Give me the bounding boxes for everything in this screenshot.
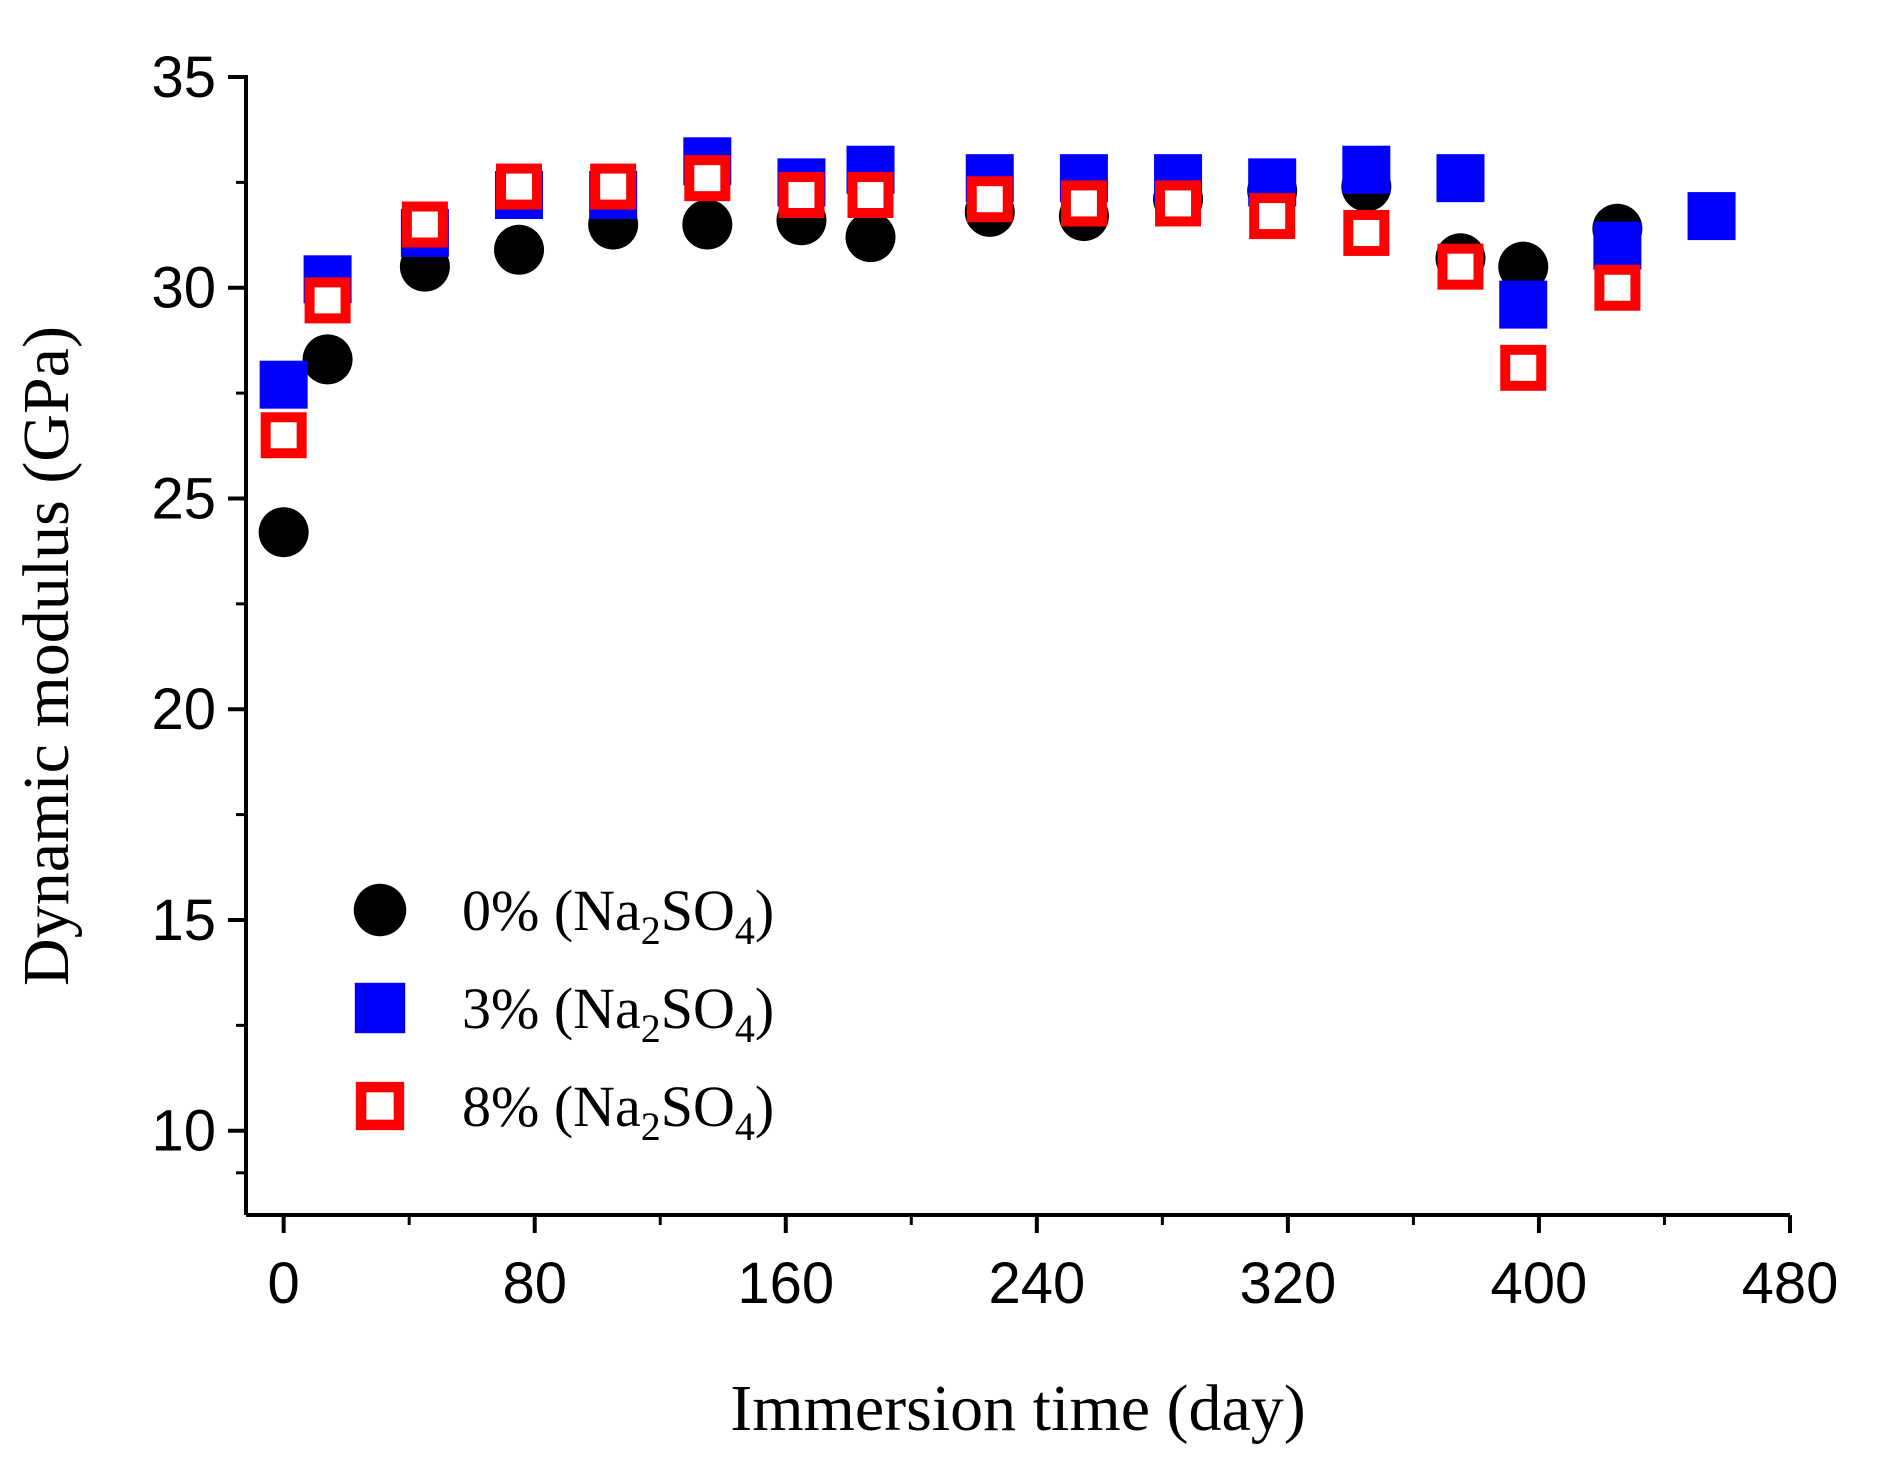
data-point xyxy=(1687,192,1736,241)
x-tick-label: 240 xyxy=(988,1251,1085,1316)
x-tick-label: 320 xyxy=(1239,1251,1336,1316)
legend-text-part: ) xyxy=(755,878,774,943)
legend-subscript: 4 xyxy=(735,1006,755,1051)
data-point xyxy=(847,172,894,219)
data-point xyxy=(1436,154,1485,203)
legend-text-part: SO xyxy=(661,1074,735,1139)
y-tick-label: 20 xyxy=(151,677,216,742)
legend-text-part: 8% (Na xyxy=(462,1074,641,1139)
legend-text-part: SO xyxy=(661,976,735,1041)
data-point xyxy=(1499,280,1548,329)
data-point xyxy=(1249,193,1296,240)
x-tick-label: 480 xyxy=(1742,1251,1839,1316)
data-point xyxy=(684,155,731,202)
data-point xyxy=(494,224,545,275)
x-tick-label: 80 xyxy=(502,1251,567,1316)
legend-label: 3% (Na2SO4) xyxy=(462,976,774,1051)
legend-subscript: 4 xyxy=(735,908,755,953)
y-axis-title: Dynamic modulus (GPa) xyxy=(10,326,83,986)
legend-subscript: 4 xyxy=(735,1104,755,1149)
y-tick-label: 25 xyxy=(151,466,216,531)
data-point xyxy=(682,199,733,250)
data-point xyxy=(496,163,543,210)
data-point xyxy=(1342,145,1391,194)
x-axis-ticks: 0 80 160 240 320 400 480 xyxy=(268,1215,1839,1316)
legend-text-part: 0% (Na xyxy=(462,878,641,943)
data-point xyxy=(258,507,309,558)
data-point xyxy=(260,412,307,459)
legend-subscript: 2 xyxy=(641,1006,661,1051)
x-tick-label: 0 xyxy=(268,1251,300,1316)
data-point xyxy=(1593,221,1642,270)
data-point xyxy=(302,334,353,385)
legend-subscript: 2 xyxy=(641,908,661,953)
data-point xyxy=(1155,180,1202,227)
legend-label: 8% (Na2SO4) xyxy=(462,1074,774,1149)
legend-text-part: ) xyxy=(755,1074,774,1139)
legend: 0% (Na2SO4)3% (Na2SO4)8% (Na2SO4) xyxy=(353,878,774,1149)
y-tick-label: 10 xyxy=(151,1099,216,1164)
legend-marker xyxy=(355,1081,405,1131)
legend-entry-1: 3% (Na2SO4) xyxy=(354,976,774,1051)
data-point xyxy=(966,176,1013,223)
y-tick-label: 30 xyxy=(151,256,216,321)
x-axis-title: Immersion time (day) xyxy=(730,1372,1306,1445)
data-point xyxy=(778,172,825,219)
data-point xyxy=(1498,241,1549,292)
data-point xyxy=(1594,264,1641,311)
x-tick-label: 160 xyxy=(737,1251,834,1316)
legend-text-part: 3% (Na xyxy=(462,976,641,1041)
legend-entry-2: 8% (Na2SO4) xyxy=(355,1074,774,1149)
y-tick-label: 15 xyxy=(151,888,216,953)
data-point xyxy=(1500,344,1547,391)
legend-subscript: 2 xyxy=(641,1104,661,1149)
data-series xyxy=(258,137,1736,558)
data-point xyxy=(304,277,351,324)
data-point xyxy=(1343,209,1390,256)
data-point xyxy=(1437,243,1484,290)
legend-text-part: ) xyxy=(755,976,774,1041)
legend-marker xyxy=(353,883,407,937)
data-point xyxy=(401,201,448,248)
axes xyxy=(244,75,1790,1217)
legend-marker xyxy=(354,982,406,1034)
legend-entry-0: 0% (Na2SO4) xyxy=(353,878,774,953)
data-point xyxy=(1060,180,1107,227)
data-point xyxy=(845,212,896,263)
data-point xyxy=(259,360,308,409)
x-tick-label: 400 xyxy=(1491,1251,1588,1316)
series-2 xyxy=(260,155,1641,459)
series-0 xyxy=(258,161,1643,558)
legend-text-part: SO xyxy=(661,878,735,943)
y-tick-label: 35 xyxy=(151,45,216,110)
legend-label: 0% (Na2SO4) xyxy=(462,878,774,953)
y-axis-ticks: 10 15 20 25 30 35 xyxy=(151,45,246,1175)
data-point xyxy=(590,163,637,210)
